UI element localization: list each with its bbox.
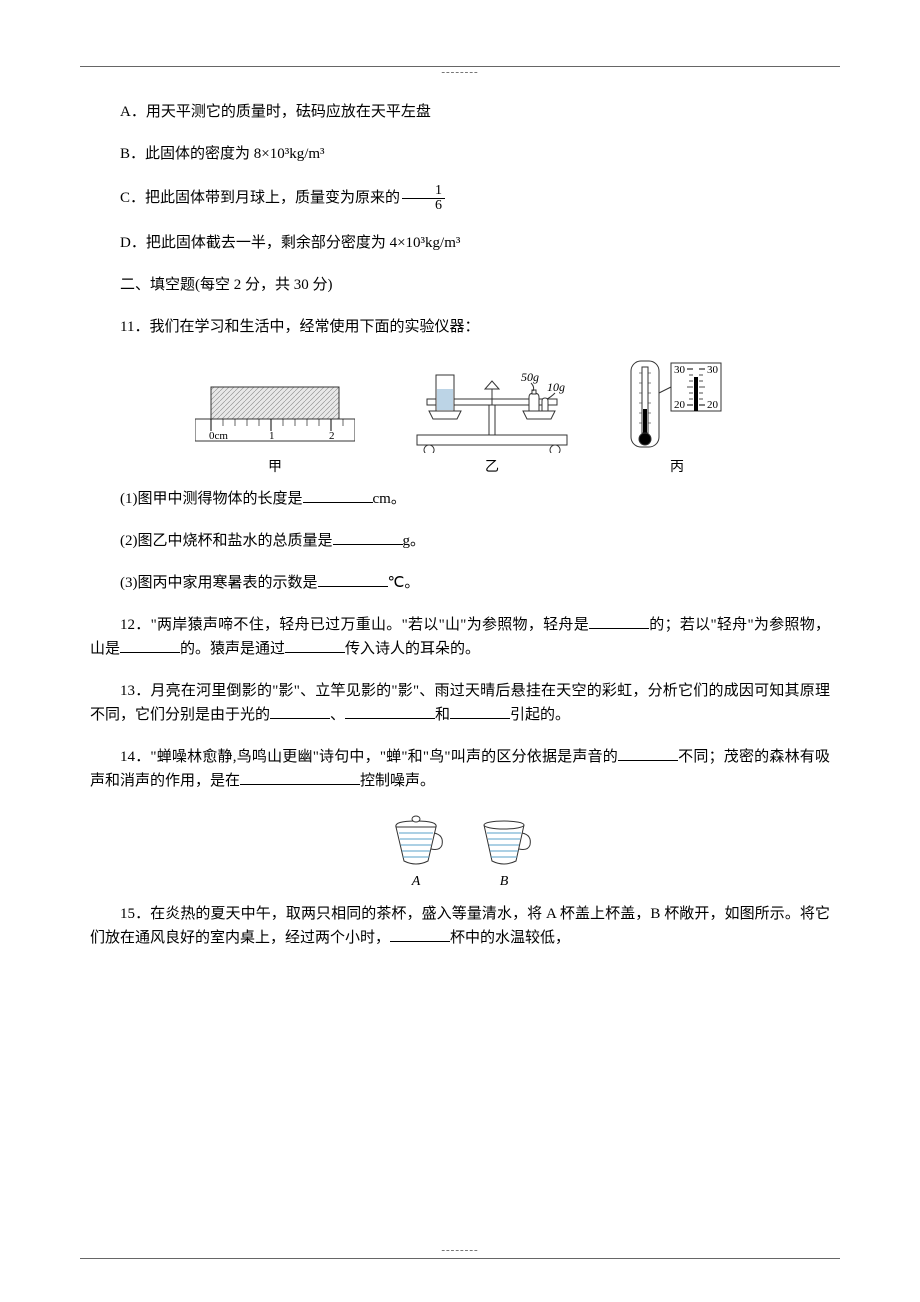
blank [120,637,180,653]
ruler-mark-2: 2 [329,430,335,442]
cap-bing: 丙 [670,457,684,479]
cup-A-label: A [412,871,421,893]
q12-p3: 的。猿声是通过 [180,641,285,657]
q13-p4: 引起的。 [510,707,570,723]
opt-A: A．用天平测它的质量时，砝码应放在天平左盘 [90,100,830,124]
fig-balance: 50g 10g 乙 [407,367,577,479]
ruler-svg: 0cm 1 2 [195,381,355,453]
footer-rule [80,1258,840,1259]
fig-ruler: 0cm 1 2 甲 [195,381,355,479]
opt-C-pre: C．把此固体带到月球上，质量变为原来的 [120,190,400,206]
cap-jia: 甲 [268,457,282,479]
q15: 15．在炎热的夏天中午，取两只相同的茶杯，盛入等量清水，将 A 杯盖上杯盖，B … [90,902,830,950]
q11-s1: (1)图甲中测得物体的长度是 cm。 [90,487,830,511]
q11-s3: (3)图丙中家用寒暑表的示数是 ℃。 [90,571,830,595]
blank [333,529,403,545]
q11-s3-pre: (3)图丙中家用寒暑表的示数是 [120,575,318,591]
q11-s3-unit: ℃。 [388,575,420,591]
q13: 13．月亮在河里倒影的"影"、立竿见影的"影"、雨过天晴后悬挂在天空的彩虹，分析… [90,679,830,727]
cup-A-svg [384,811,448,871]
weight-50g: 50g [521,370,539,384]
dash-top: -------- [441,64,478,82]
q12-p4: 传入诗人的耳朵的。 [345,641,480,657]
cup-B-label: B [500,871,509,893]
therm-20R: 20 [707,399,719,411]
q11-s1-unit: cm。 [373,491,406,507]
cup-B: B [472,811,536,893]
section-2-heading: 二、填空题(每空 2 分，共 30 分) [90,273,830,297]
cup-A: A [384,811,448,893]
frac-num: 1 [402,184,445,199]
q13-p3: 和 [435,707,450,723]
therm-30R: 30 [707,364,719,376]
blank [240,769,360,785]
q11-s2-unit: g。 [403,533,426,549]
frac-den: 6 [402,199,445,213]
ruler-mark-1: 1 [269,430,275,442]
q11-s2-pre: (2)图乙中烧杯和盐水的总质量是 [120,533,333,549]
blank [270,703,330,719]
q14: 14．"蝉噪林愈静,鸟鸣山更幽"诗句中，"蝉"和"鸟"叫声的区分依据是声音的不同… [90,745,830,793]
therm-30L: 30 [674,364,686,376]
q14-p3: 控制噪声。 [360,773,435,789]
q12-p1: 12．"两岸猿声啼不住，轻舟已过万重山。"若以"山"为参照物，轻舟是 [120,617,589,633]
q15-p2: 杯中的水温较低， [450,930,570,946]
blank [303,487,373,503]
q15-cups: A B [90,811,830,893]
q14-p1: 14．"蝉噪林愈静,鸟鸣山更幽"诗句中，"蝉"和"鸟"叫声的区分依据是声音的 [120,749,618,765]
therm-20L: 20 [674,399,686,411]
q11-s1-pre: (1)图甲中测得物体的长度是 [120,491,303,507]
opt-C: C．把此固体带到月球上，质量变为原来的16 [90,184,830,213]
blank [285,637,345,653]
q11-figures: 0cm 1 2 甲 [90,357,830,479]
fig-thermometer: 30 30 20 20 丙 [629,357,725,479]
fraction-one-sixth: 16 [402,184,445,213]
cap-yi: 乙 [485,457,499,479]
blank [318,571,388,587]
opt-D: D．把此固体截去一半，剩余部分密度为 4×10³kg/m³ [90,231,830,255]
ruler-mark-0: 0cm [209,430,228,442]
q13-p2: 、 [330,707,345,723]
opt-B: B．此固体的密度为 8×10³kg/m³ [90,142,830,166]
q11-s2: (2)图乙中烧杯和盐水的总质量是 g。 [90,529,830,553]
q12: 12．"两岸猿声啼不住，轻舟已过万重山。"若以"山"为参照物，轻舟是的；若以"轻… [90,613,830,661]
blank [450,703,510,719]
cup-B-svg [472,811,536,871]
blank [589,613,649,629]
blank [390,926,450,942]
therm-svg: 30 30 20 20 [629,357,725,453]
blank [345,703,435,719]
blank [618,745,678,761]
content-area: A．用天平测它的质量时，砝码应放在天平左盘 B．此固体的密度为 8×10³kg/… [90,100,830,950]
weight-10g: 10g [547,380,565,394]
q11-stem: 11．我们在学习和生活中，经常使用下面的实验仪器： [90,315,830,339]
page-body: A．用天平测它的质量时，砝码应放在天平左盘 B．此固体的密度为 8×10³kg/… [0,0,920,1008]
balance-svg: 50g 10g [407,367,577,453]
